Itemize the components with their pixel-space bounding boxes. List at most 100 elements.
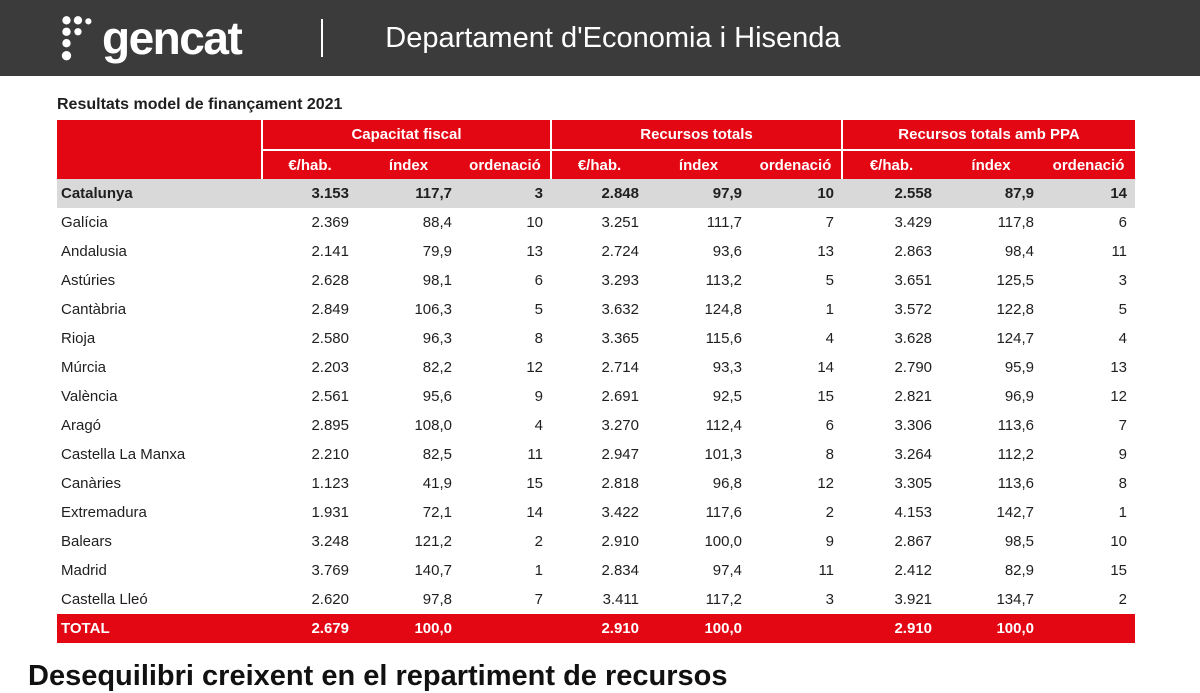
value-cell: 2.895 [311,417,349,434]
value-cell: 8 [534,330,543,347]
value-cell: 2.679 [311,620,349,637]
table-row: València 2.561 95,6 9 2.691 92,5 15 2.821 96,9 12 [57,382,1135,411]
value-cell: 2.910 [601,620,639,637]
value-cell: 134,7 [996,591,1035,608]
table-row: Extremadura 1.931 72,1 14 3.422 117,6 2 4.153 14… [57,498,1135,527]
group-header-recursos-totals-ppa: Recursos totals amb PPA [841,120,1136,151]
value-cell: 108,0 [414,417,452,434]
subheader-eurhab: €/hab. [261,150,357,179]
value-cell: 9 [1118,446,1128,463]
value-cell: 82,5 [422,446,452,463]
value-cell: 10 [526,214,543,231]
value-cell: 2.369 [311,214,349,231]
value-cell: 2.910 [894,620,933,637]
value-cell: 3.305 [894,475,933,492]
value-cell: 6 [534,272,543,289]
value-cell: 3.264 [894,446,933,463]
finance-table-body: Catalunya 3.153 117,7 3 2.848 97,9 10 2.558 87,9… [57,179,1136,643]
value-cell [1042,614,1135,643]
value-cell: 2.620 [311,591,349,608]
sub-header-row: €/hab. índex ordenació €/hab. índex orde… [57,150,1136,179]
value-cell: 8 [825,446,835,463]
value-cell: 15 [817,388,835,405]
value-cell: 11 [527,446,543,463]
region-name: Catalunya [61,185,133,202]
value-cell: 93,3 [712,359,742,376]
value-cell: 3.921 [894,591,933,608]
value-cell: 3.306 [894,417,933,434]
table-row: Castella Lleó 2.620 97,8 7 3.411 117,2 3 3.921 1… [57,585,1135,614]
value-cell: 3.429 [894,214,933,231]
value-cell: 124,8 [704,301,742,318]
value-cell: 2.141 [311,243,349,260]
gencat-dots-icon [61,16,92,61]
value-cell: 4.153 [894,504,933,521]
value-cell: 100,0 [996,620,1035,637]
value-cell: 11 [818,562,835,579]
value-cell: 1 [534,562,543,579]
value-cell: 72,1 [422,504,452,521]
value-cell: 2.818 [601,475,639,492]
value-cell: 13 [1110,359,1128,376]
value-cell: 5 [534,301,543,318]
value-cell: 96,8 [712,475,742,492]
value-cell: 125,5 [996,272,1035,289]
value-cell: 2.558 [894,185,933,202]
value-cell: 97,4 [712,562,742,579]
table-row: Catalunya 3.153 117,7 3 2.848 97,9 10 2.558 87,9… [57,179,1136,208]
region-name: Astúries [61,272,116,289]
value-cell: 3.365 [601,330,639,347]
value-cell: 2 [825,504,835,521]
value-cell: 142,7 [996,504,1035,521]
finance-table: Capacitat fiscal Recursos totals Recurso… [57,120,1136,643]
table-row: Castella La Manxa 2.210 82,5 11 2.947 101,3 8 3… [57,440,1135,469]
value-cell: 2.863 [894,243,933,260]
value-cell: 3 [1118,272,1128,289]
subheader-index: índex [357,150,460,179]
value-cell: 2.867 [894,533,933,550]
value-cell: 2.412 [894,562,933,579]
value-cell: 2.724 [601,243,639,260]
value-cell: 112,4 [705,417,742,434]
value-cell: 6 [1118,214,1128,231]
value-cell: 5 [1118,301,1128,318]
value-cell: 13 [817,243,835,260]
value-cell: 10 [1110,533,1128,550]
value-cell: 14 [1110,185,1128,202]
value-cell: 3.632 [601,301,639,318]
value-cell: 7 [534,591,543,608]
value-cell: 12 [526,359,543,376]
value-cell: 113,6 [997,417,1035,434]
value-cell: 2.628 [311,272,349,289]
value-cell: 3.628 [894,330,933,347]
subheader-eurhab: €/hab. [550,150,647,179]
value-cell: 2.203 [311,359,349,376]
value-cell: 101,3 [704,446,742,463]
value-cell: 111,7 [706,214,742,231]
value-cell: 3.251 [601,214,639,231]
value-cell: 100,0 [704,533,742,550]
value-cell: 2.947 [601,446,639,463]
value-cell: 6 [825,417,835,434]
value-cell: 140,7 [414,562,452,579]
value-cell: 106,3 [414,301,452,318]
value-cell: 117,8 [997,214,1035,231]
value-cell: 3 [825,591,835,608]
group-header-capacitat-fiscal: Capacitat fiscal [261,120,551,151]
value-cell: 9 [825,533,835,550]
value-cell: 93,6 [712,243,742,260]
value-cell: 98,1 [422,272,452,289]
value-cell: 1 [825,301,835,318]
subheader-ordenacio: ordenació [460,150,551,179]
value-cell: 2.714 [601,359,639,376]
value-cell: 97,9 [712,185,742,202]
subheader-ordenacio: ordenació [750,150,843,179]
value-cell: 3.769 [311,562,349,579]
table-row: Cantàbria 2.849 106,3 5 3.632 124,8 1 3.572 122,… [57,295,1135,324]
table-row: Madrid 3.769 140,7 1 2.834 97,4 11 2.412 82,9 15 [57,556,1135,585]
bottom-heading: Desequilibri creixent en el repartiment … [28,660,728,692]
table-row: Astúries 2.628 98,1 6 3.293 113,2 5 3.651 125,5 3 [57,266,1135,295]
value-cell: 113,6 [997,475,1035,492]
region-name: Balears [61,533,112,550]
total-row: TOTAL 2.679 100,0 2.910 100,0 2.910 100,0 [57,614,1136,643]
